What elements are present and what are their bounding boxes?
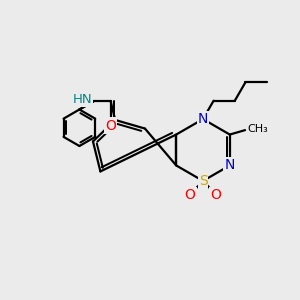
Text: N: N xyxy=(225,158,235,172)
Text: CH₃: CH₃ xyxy=(247,124,268,134)
Text: O: O xyxy=(211,188,221,202)
Text: HN: HN xyxy=(72,93,92,106)
Text: O: O xyxy=(105,118,116,133)
Text: N: N xyxy=(198,112,208,126)
Text: S: S xyxy=(199,174,207,188)
Text: O: O xyxy=(184,188,195,202)
